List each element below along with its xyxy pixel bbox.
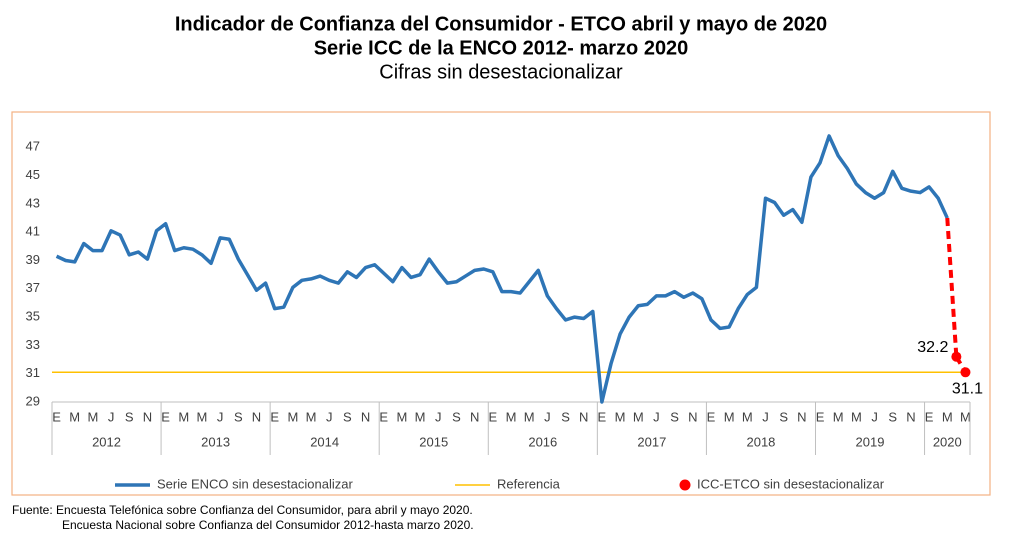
x-tick-label: M [851, 409, 862, 424]
x-tick-label: S [561, 409, 570, 424]
x-tick-label: N [252, 409, 261, 424]
y-tick-label: 47 [26, 139, 40, 154]
year-label: 2020 [933, 434, 962, 449]
x-tick-label: N [688, 409, 697, 424]
y-tick-label: 39 [26, 252, 40, 267]
x-tick-label: S [234, 409, 243, 424]
x-tick-label: M [633, 409, 644, 424]
point-marker [951, 351, 962, 362]
x-tick-label: M [87, 409, 98, 424]
x-tick-label: M [306, 409, 317, 424]
x-tick-label: E [488, 409, 497, 424]
x-tick-label: M [506, 409, 517, 424]
plot-frame [11, 111, 991, 496]
x-tick-label: S [452, 409, 461, 424]
source-note: Fuente: Encuesta Telefónica sobre Confia… [12, 503, 473, 517]
legend-swatch [679, 479, 691, 491]
x-tick-label: J [326, 409, 333, 424]
data-label: 31.1 [952, 381, 983, 398]
x-tick-label: E [270, 409, 279, 424]
x-tick-label: M [833, 409, 844, 424]
x-tick-label: M [69, 409, 80, 424]
x-tick-label: M [178, 409, 189, 424]
chart-title: Indicador de Confianza del Consumidor - … [175, 13, 827, 35]
x-tick-label: S [343, 409, 352, 424]
x-tick-label: M [960, 409, 971, 424]
x-tick-label: E [598, 409, 607, 424]
year-label: 2018 [746, 434, 775, 449]
x-tick-label: N [361, 409, 370, 424]
x-tick-label: E [925, 409, 934, 424]
y-tick-label: 37 [26, 280, 40, 295]
x-tick-label: E [816, 409, 825, 424]
year-label: 2019 [856, 434, 885, 449]
x-tick-label: E [707, 409, 716, 424]
connector [945, 217, 959, 357]
x-tick-label: S [670, 409, 679, 424]
x-tick-label: M [397, 409, 408, 424]
x-tick-label: M [742, 409, 753, 424]
x-tick-label: N [470, 409, 479, 424]
x-tick-label: J [871, 409, 878, 424]
x-tick-label: M [615, 409, 626, 424]
y-tick-label: 35 [26, 309, 40, 324]
x-tick-label: M [942, 409, 953, 424]
x-tick-label: J [762, 409, 769, 424]
year-label: 2014 [310, 434, 339, 449]
x-tick-label: M [524, 409, 535, 424]
year-label: 2015 [419, 434, 448, 449]
source-note: Encuesta Nacional sobre Confianza del Co… [62, 518, 474, 532]
x-tick-label: E [161, 409, 170, 424]
legend-label: ICC-ETCO sin desestacionalizar [697, 476, 885, 491]
year-label: 2012 [92, 434, 121, 449]
y-tick-label: 45 [26, 167, 40, 182]
legend-label: Referencia [497, 476, 561, 491]
x-tick-label: E [52, 409, 61, 424]
x-tick-label: S [888, 409, 897, 424]
x-tick-label: S [125, 409, 134, 424]
x-tick-label: N [143, 409, 152, 424]
x-tick-label: J [217, 409, 224, 424]
legend-label: Serie ENCO sin desestacionalizar [157, 476, 353, 491]
x-tick-label: E [379, 409, 388, 424]
x-tick-label: M [197, 409, 208, 424]
x-tick-label: J [435, 409, 442, 424]
y-tick-label: 43 [26, 195, 40, 210]
x-tick-label: J [653, 409, 660, 424]
year-label: 2016 [528, 434, 557, 449]
year-label: 2017 [637, 434, 666, 449]
x-tick-label: J [108, 409, 115, 424]
data-label: 32.2 [917, 339, 948, 356]
x-tick-label: S [779, 409, 788, 424]
x-tick-label: N [579, 409, 588, 424]
series-line [55, 134, 949, 404]
y-tick-label: 29 [26, 393, 40, 408]
y-tick-label: 33 [26, 337, 40, 352]
point-marker [960, 367, 971, 378]
y-tick-label: 41 [26, 224, 40, 239]
year-label: 2013 [201, 434, 230, 449]
x-tick-label: J [544, 409, 551, 424]
chart-subtitle: Serie ICC de la ENCO 2012- marzo 2020 [314, 37, 689, 59]
x-tick-label: M [415, 409, 426, 424]
y-tick-label: 31 [26, 365, 40, 380]
x-tick-label: M [724, 409, 735, 424]
x-tick-label: N [797, 409, 806, 424]
x-tick-label: N [906, 409, 915, 424]
x-tick-label: M [287, 409, 298, 424]
chart-subtitle: Cifras sin desestacionalizar [379, 61, 623, 83]
